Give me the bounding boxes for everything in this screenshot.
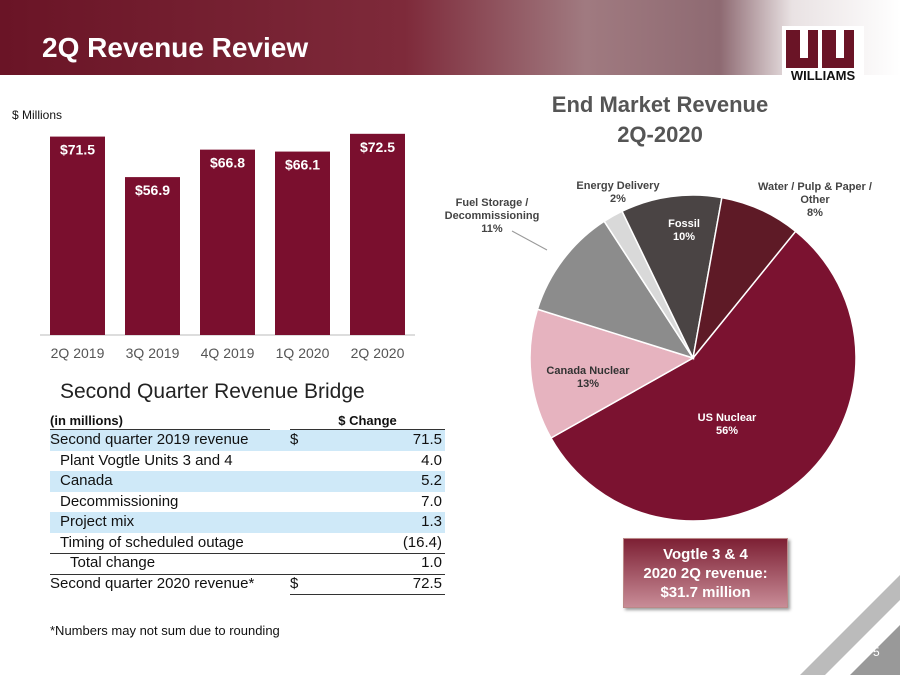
table-header-cell: $ Change	[290, 412, 445, 430]
table-cell: Canada	[60, 472, 113, 489]
pie-title: End Market Revenue 2Q-2020	[551, 92, 769, 147]
bar	[50, 136, 105, 335]
bar	[350, 133, 405, 335]
pie-label: Canada Nuclear 13%	[533, 365, 643, 391]
page-number: 5	[873, 645, 880, 659]
bar	[125, 177, 180, 335]
header-band	[0, 0, 900, 75]
table-cell: 7.0	[421, 492, 442, 510]
pie-label-value: 11%	[481, 223, 503, 235]
table-cell: $	[290, 431, 299, 448]
pie-slice	[692, 196, 797, 359]
footnote: *Numbers may not sum due to rounding	[50, 623, 280, 638]
table-cell: Plant Vogtle Units 3 and 4	[60, 451, 233, 469]
table-cell: (16.4)	[402, 533, 442, 551]
table-bottom-rule	[290, 594, 445, 595]
corner-triangle	[850, 625, 900, 675]
pie-label-name: Fossil	[668, 218, 700, 230]
bar	[275, 151, 330, 335]
pie-label: Water / Pulp & Paper / Other 8%	[755, 181, 875, 220]
table-cell: Timing of scheduled outage	[60, 533, 244, 551]
bar-value-label: $66.8	[210, 155, 245, 171]
table-cell: Project mix	[60, 513, 135, 530]
table-title: Second Quarter Revenue Bridge	[60, 380, 365, 403]
x-tick-label: 1Q 2020	[276, 345, 330, 361]
slide-title: 2Q Revenue Review	[42, 32, 309, 63]
pie-label-name: Water / Pulp & Paper / Other	[758, 181, 872, 206]
callout: Vogtle 3 & 4 2020 2Q revenue: $31.7 mill…	[623, 538, 788, 608]
bar-value-label: $71.5	[60, 142, 95, 158]
table-cell: 1.0	[421, 554, 442, 571]
pie-label: Energy Delivery 2%	[568, 180, 668, 206]
table-row	[50, 512, 445, 533]
table-row	[50, 573, 445, 595]
pie-slice	[549, 230, 857, 522]
logo: WILLIAMS	[782, 26, 864, 84]
pie-label-value: 13%	[576, 378, 600, 390]
pie-label-name: US Nuclear	[697, 412, 757, 424]
pie-label-value: 2%	[610, 193, 626, 205]
table-row	[50, 430, 445, 451]
table-cell: Total change	[70, 554, 156, 571]
pie-label-name: Fuel Storage / Decommissioning	[444, 197, 540, 222]
table-cell: Decommissioning	[60, 492, 179, 510]
table-cell: Second quarter 2020 revenue*	[50, 574, 255, 592]
x-tick-label: 2Q 2020	[351, 345, 405, 361]
pie-label: US Nuclear 56%	[667, 412, 787, 438]
table-row	[50, 471, 445, 492]
pie-slice	[536, 220, 695, 360]
pie-label-value: 56%	[715, 425, 739, 437]
bar	[200, 149, 255, 335]
pie-label-name: Energy Delivery	[576, 180, 660, 192]
logo-text: WILLIAMS	[791, 68, 856, 83]
pie-label-name: Canada Nuclear	[546, 365, 630, 377]
x-tick-label: 3Q 2019	[126, 345, 180, 361]
table-header-cell: (in millions)	[50, 412, 270, 430]
pie-label-value: 8%	[807, 207, 823, 219]
table-row	[50, 553, 445, 574]
table-cell: 4.0	[421, 451, 442, 469]
bar-value-label: $72.5	[360, 139, 395, 155]
pie-label-value: 10%	[672, 231, 696, 243]
pie-slice	[529, 308, 695, 440]
pie-slice	[621, 194, 723, 361]
table-cell: Second quarter 2019 revenue	[50, 431, 249, 448]
pie-label: Fossil 10%	[644, 218, 724, 244]
table-cell: 5.2	[421, 472, 442, 489]
x-tick-label: 4Q 2019	[201, 345, 255, 361]
corner-stripe	[800, 575, 900, 675]
table-cell: 71.5	[412, 431, 442, 448]
y-axis-label: $ Millions	[12, 108, 62, 122]
pie-label: Fuel Storage / Decommissioning 11%	[432, 197, 552, 236]
bar-value-label: $56.9	[135, 182, 170, 198]
x-tick-label: 2Q 2019	[51, 345, 105, 361]
logo-mark	[786, 30, 854, 68]
table-cell: 1.3	[421, 513, 442, 530]
bar-value-label: $66.1	[285, 157, 320, 173]
leader-line	[511, 230, 548, 251]
table-cell: 72.5	[412, 574, 442, 592]
table-cell: $	[290, 574, 299, 592]
